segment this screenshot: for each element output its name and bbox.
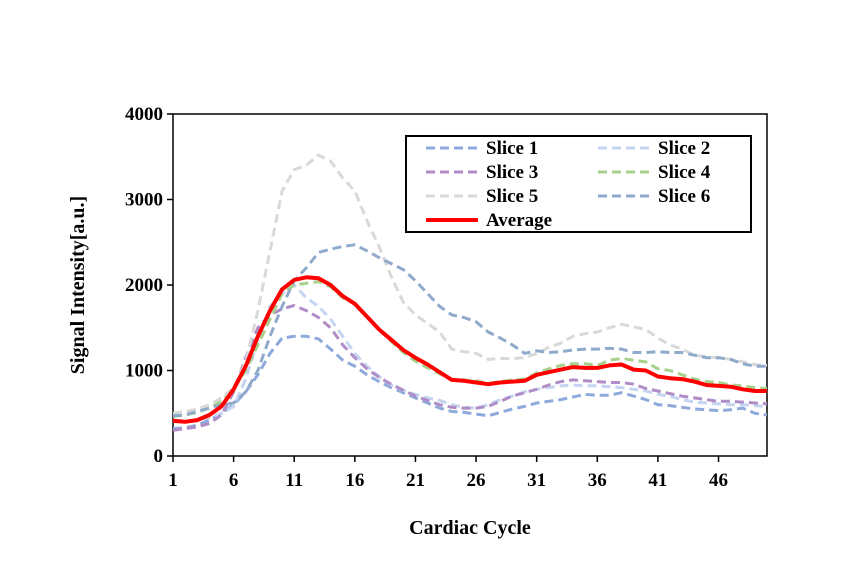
legend-label: Slice 4 xyxy=(658,162,711,183)
x-tick-label: 1 xyxy=(168,470,178,491)
x-tick-label: 31 xyxy=(527,470,546,491)
y-tick-label: 1000 xyxy=(125,361,163,382)
series-line-average xyxy=(172,275,767,424)
legend-label: Slice 3 xyxy=(486,162,538,183)
y-tick-label: 3000 xyxy=(125,190,163,211)
y-axis-title: Signal Intensity[a.u.] xyxy=(67,196,89,374)
x-tick-label: 21 xyxy=(406,470,425,491)
x-tick-label: 26 xyxy=(467,470,486,491)
series-line-slice-3 xyxy=(172,304,768,432)
x-tick-label: 36 xyxy=(588,470,607,491)
y-tick-label: 4000 xyxy=(125,104,163,125)
legend-label: Slice 2 xyxy=(658,138,710,159)
legend-label: Average xyxy=(486,210,552,231)
x-tick-label: 46 xyxy=(709,470,728,491)
x-tick-label: 6 xyxy=(229,470,239,491)
x-axis-title: Cardiac Cycle xyxy=(409,517,531,539)
legend-label: Slice 6 xyxy=(658,186,710,207)
series-line-slice-6 xyxy=(172,243,767,418)
x-tick-label: 41 xyxy=(648,470,667,491)
y-tick-label: 2000 xyxy=(125,275,163,296)
legend-box xyxy=(405,135,752,233)
series-layer xyxy=(172,153,768,432)
legend-label: Slice 5 xyxy=(486,186,538,207)
x-tick-label: 11 xyxy=(285,470,303,491)
y-tick-label: 0 xyxy=(154,446,164,467)
series-line-slice-1 xyxy=(172,334,768,431)
x-tick-label: 16 xyxy=(345,470,364,491)
legend-label: Slice 1 xyxy=(486,138,538,159)
legend: Slice 1 Slice 2 Slice 3 Slice 4 Slice 5 Slice… xyxy=(405,135,752,233)
